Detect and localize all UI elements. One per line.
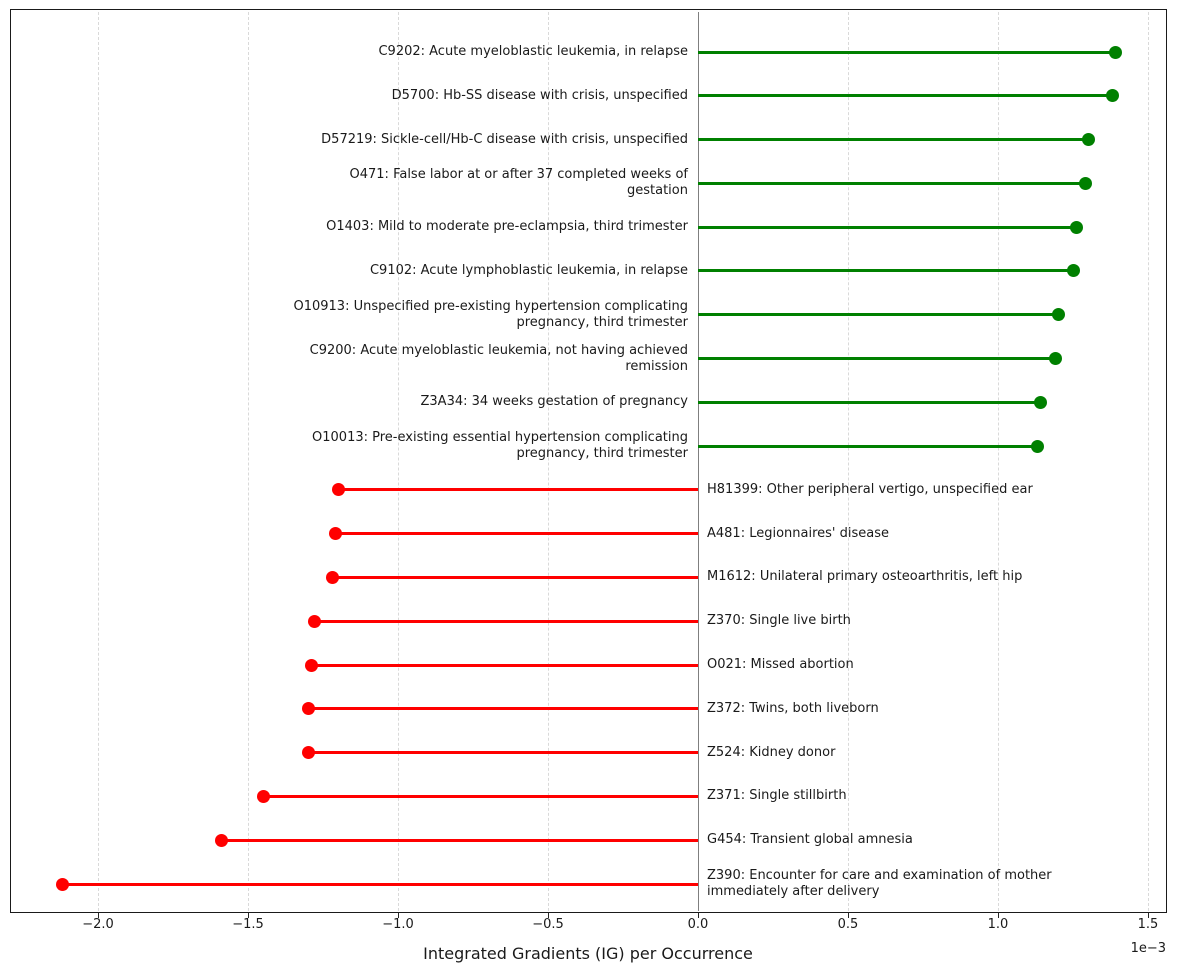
row-label: D5700: Hb-SS disease with crisis, unspec… <box>391 87 688 103</box>
stem-line <box>698 269 1073 273</box>
stem-line <box>698 181 1085 185</box>
stem-dot <box>55 877 69 891</box>
stem-line <box>698 138 1088 142</box>
row-label: C9102: Acute lymphoblastic leukemia, in … <box>369 262 688 278</box>
stem-dot <box>1051 308 1065 322</box>
x-tick-label: −2.0 <box>82 917 114 932</box>
stem-dot <box>1105 89 1119 103</box>
stem-dot <box>301 746 315 760</box>
gridline <box>247 12 249 911</box>
gridline <box>847 12 849 911</box>
stem-dot <box>304 658 318 672</box>
stem-dot <box>1081 133 1095 147</box>
row-label: H81399: Other peripheral vertigo, unspec… <box>707 481 1033 497</box>
row-label: C9202: Acute myeloblastic leukemia, in r… <box>378 44 688 59</box>
row-label: Z371: Single stillbirth <box>707 788 847 804</box>
x-tick-label: 0.5 <box>837 917 859 932</box>
zero-axis-line <box>697 12 699 911</box>
row-label: Z390: Encounter for care and examination… <box>707 868 1052 899</box>
x-tick <box>697 913 699 918</box>
row-label: M1612: Unilateral primary osteoarthritis… <box>707 569 1023 585</box>
row-label: Z370: Single live birth <box>707 613 851 629</box>
stem-line <box>698 444 1037 448</box>
stem-line <box>314 619 698 623</box>
row-label: A481: Legionnaires' disease <box>707 525 890 541</box>
stem-line <box>698 313 1058 317</box>
stem-line <box>308 707 698 711</box>
plot-area <box>10 9 1167 913</box>
stem-line <box>338 488 698 492</box>
stem-dot <box>328 527 342 541</box>
gridline <box>547 12 549 911</box>
stem-dot <box>1048 352 1062 366</box>
stem-line <box>698 225 1076 229</box>
x-tick <box>547 913 549 918</box>
x-tick-label: −1.0 <box>382 917 414 932</box>
x-tick <box>397 913 399 918</box>
row-label: O1403: Mild to moderate pre-eclampsia, t… <box>326 219 688 235</box>
x-tick-label: 1.5 <box>1137 917 1159 932</box>
x-axis-label: Integrated Gradients (IG) per Occurrence <box>423 944 753 963</box>
row-label: D57219: Sickle-cell/Hb-C disease with cr… <box>321 131 688 147</box>
x-tick <box>847 913 849 918</box>
row-label: O10913: Unspecified pre-existing hyperte… <box>293 298 688 330</box>
stem-dot <box>1078 176 1092 190</box>
stem-line <box>221 838 698 842</box>
stem-dot <box>325 570 339 584</box>
stem-dot <box>1069 220 1083 234</box>
stem-line <box>308 751 698 755</box>
stem-line <box>698 357 1055 361</box>
row-label: O471: False labor at or after 37 complet… <box>349 167 688 199</box>
stem-line <box>62 882 698 886</box>
stem-dot <box>331 483 345 497</box>
stem-line <box>698 400 1040 404</box>
stem-dot <box>1066 264 1080 278</box>
stem-dot <box>301 702 315 716</box>
gridline <box>997 12 999 911</box>
stem-line <box>263 794 698 798</box>
gridline <box>1147 12 1149 911</box>
x-axis-scale-offset: 1e−3 <box>1130 941 1166 956</box>
gridline <box>97 12 99 911</box>
stem-line <box>332 575 698 579</box>
x-tick-label: 1.0 <box>987 917 1009 932</box>
stem-dot <box>307 614 321 628</box>
x-tick-label: −1.5 <box>232 917 264 932</box>
stem-line <box>335 532 698 536</box>
stem-dot <box>1108 45 1122 59</box>
stem-dot <box>256 789 270 803</box>
x-tick <box>247 913 249 918</box>
stem-dot <box>1033 395 1047 409</box>
x-tick-label: −0.5 <box>532 917 564 932</box>
row-label: O021: Missed abortion <box>707 657 854 673</box>
x-tick <box>997 913 999 918</box>
row-label: Z372: Twins, both liveborn <box>707 700 879 716</box>
stem-line <box>698 94 1112 98</box>
row-label: G454: Transient global amnesia <box>707 832 913 848</box>
row-label: C9200: Acute myeloblastic leukemia, not … <box>309 342 688 374</box>
x-tick <box>1147 913 1149 918</box>
x-tick-label: 0.0 <box>687 917 709 932</box>
x-tick <box>97 913 99 918</box>
row-label: Z524: Kidney donor <box>707 744 836 760</box>
stem-dot <box>1030 439 1044 453</box>
gridline <box>397 12 399 911</box>
stem-dot <box>214 833 228 847</box>
stem-line <box>698 50 1115 54</box>
stem-line <box>311 663 698 667</box>
row-label: Z3A34: 34 weeks gestation of pregnancy <box>420 394 689 410</box>
row-label: O10013: Pre-existing essential hypertens… <box>312 430 688 462</box>
